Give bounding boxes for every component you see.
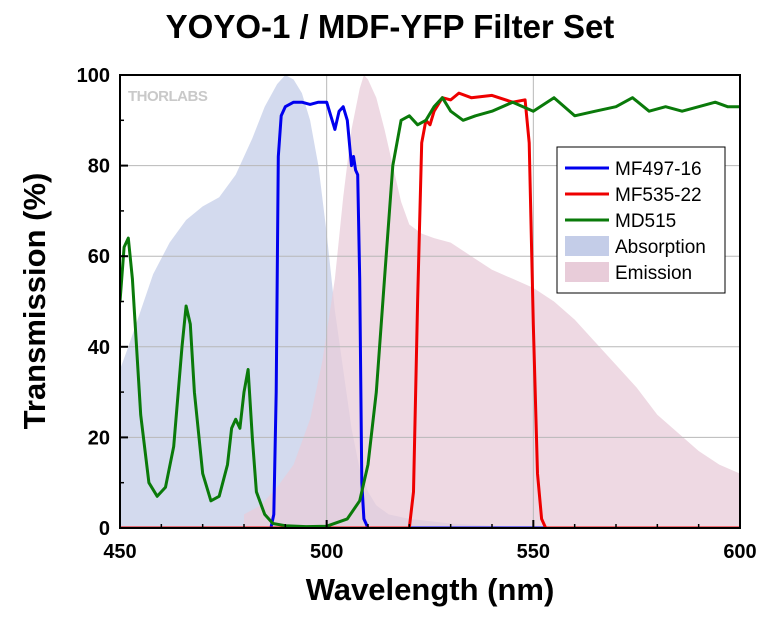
y-axis-title: Transmission (%) xyxy=(17,173,52,430)
legend: MF497-16 MF535-22 MD515 Absorption Emission xyxy=(556,146,726,294)
series-mf535-22-line xyxy=(120,91,740,528)
x-tick-label: 550 xyxy=(517,541,550,563)
legend-swatch-absorption xyxy=(565,236,609,256)
thorlabs-watermark: THORLABS xyxy=(128,88,208,105)
legend-label-absorption: Absorption xyxy=(615,237,706,258)
x-tick-label: 500 xyxy=(310,541,343,563)
legend-swatch-emission xyxy=(565,262,609,282)
series-md515-line xyxy=(120,96,740,528)
legend-label-mf497-16: MF497-16 xyxy=(615,159,702,180)
x-tick-label: 450 xyxy=(103,541,136,563)
x-tick-label: 600 xyxy=(723,541,756,563)
y-tick-label: 100 xyxy=(77,65,110,87)
y-tick-label: 0 xyxy=(99,518,110,540)
y-tick-label: 20 xyxy=(88,427,110,449)
x-axis-title: Wavelength (nm) xyxy=(306,572,555,607)
series-emission-area xyxy=(244,75,740,528)
chart-title: YOYO-1 / MDF-YFP Filter Set xyxy=(165,8,615,45)
y-tick-label: 60 xyxy=(88,246,110,268)
legend-label-mf535-22: MF535-22 xyxy=(615,185,702,206)
series-mf497-16-line xyxy=(120,100,740,528)
legend-label-md515: MD515 xyxy=(615,211,676,232)
y-tick-label: 40 xyxy=(88,337,110,359)
legend-label-emission: Emission xyxy=(615,263,692,284)
y-tick-label: 80 xyxy=(88,156,110,178)
